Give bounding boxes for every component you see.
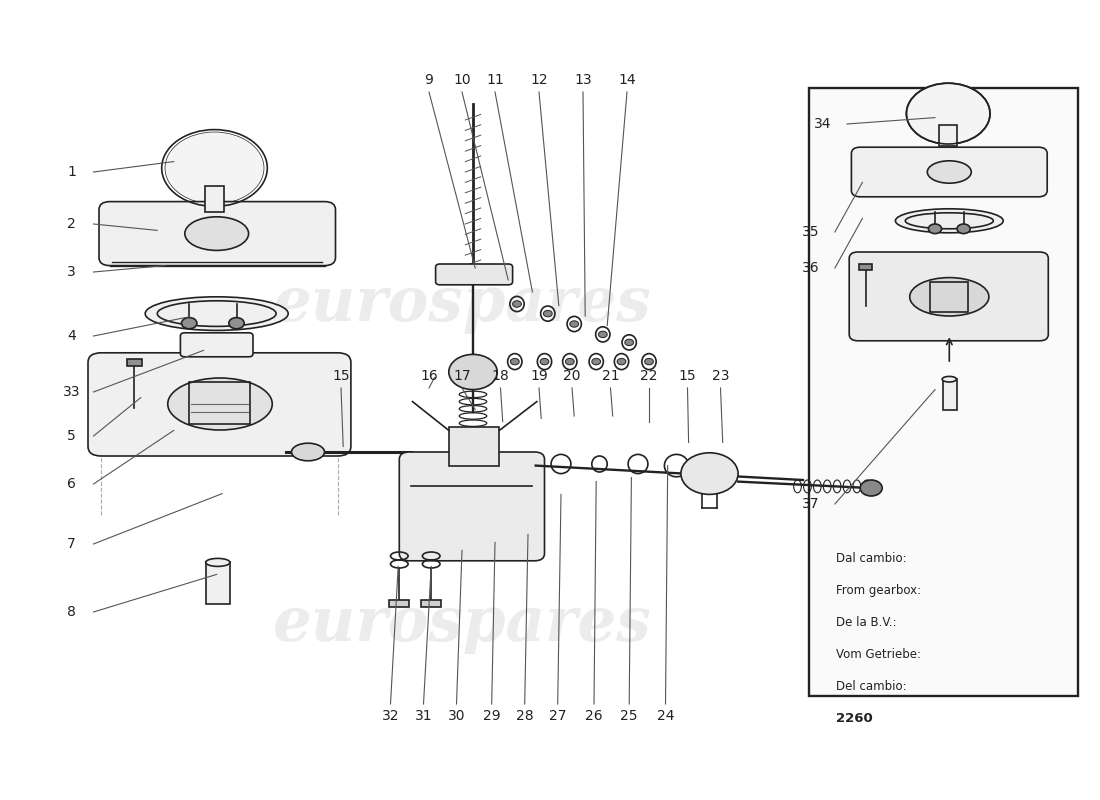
Circle shape: [570, 321, 579, 327]
Text: 33: 33: [63, 385, 80, 399]
Circle shape: [449, 354, 497, 390]
Text: 15: 15: [679, 369, 696, 383]
Ellipse shape: [942, 376, 956, 382]
Text: 36: 36: [802, 261, 820, 275]
Ellipse shape: [927, 161, 971, 183]
Circle shape: [229, 318, 244, 329]
Bar: [939, 125, 957, 146]
Text: 29: 29: [483, 709, 500, 723]
Text: 11: 11: [486, 73, 504, 87]
Text: 25: 25: [620, 709, 638, 723]
Text: 10: 10: [453, 73, 471, 87]
FancyBboxPatch shape: [436, 264, 513, 285]
Bar: [449, 427, 499, 466]
Text: 8: 8: [67, 605, 76, 619]
Ellipse shape: [167, 378, 273, 430]
Bar: [206, 562, 230, 604]
Bar: [930, 282, 968, 312]
Bar: [126, 359, 142, 366]
Text: 17: 17: [453, 369, 471, 383]
Bar: [859, 264, 872, 270]
Text: 14: 14: [618, 73, 636, 87]
Circle shape: [513, 301, 521, 307]
Bar: [189, 382, 250, 424]
Text: Del cambio:: Del cambio:: [836, 680, 906, 693]
Ellipse shape: [145, 297, 288, 330]
Circle shape: [681, 453, 738, 494]
Bar: [808, 88, 1078, 696]
Text: 6: 6: [67, 477, 76, 491]
Text: De la B.V.:: De la B.V.:: [836, 616, 896, 629]
Text: eurospares: eurospares: [273, 274, 651, 334]
Bar: [943, 379, 957, 410]
Circle shape: [860, 480, 882, 496]
Text: 23: 23: [712, 369, 729, 383]
Text: 12: 12: [530, 73, 548, 87]
Circle shape: [957, 224, 970, 234]
FancyBboxPatch shape: [88, 353, 351, 456]
FancyBboxPatch shape: [399, 452, 544, 561]
Text: 1: 1: [67, 165, 76, 179]
Text: 5: 5: [67, 429, 76, 443]
Text: 32: 32: [382, 709, 399, 723]
Text: From gearbox:: From gearbox:: [836, 584, 921, 597]
FancyBboxPatch shape: [851, 147, 1047, 197]
Text: Dal cambio:: Dal cambio:: [836, 552, 906, 565]
Text: 37: 37: [802, 497, 820, 511]
Text: 3: 3: [67, 265, 76, 279]
Ellipse shape: [206, 558, 230, 566]
Ellipse shape: [292, 443, 324, 461]
Text: 28: 28: [516, 709, 534, 723]
Text: 9: 9: [425, 73, 433, 87]
Circle shape: [645, 358, 653, 365]
FancyBboxPatch shape: [180, 333, 253, 357]
FancyBboxPatch shape: [849, 252, 1048, 341]
Bar: [421, 600, 441, 607]
Text: 26: 26: [585, 709, 603, 723]
Ellipse shape: [910, 278, 989, 316]
Text: 15: 15: [332, 369, 350, 383]
Text: 30: 30: [448, 709, 465, 723]
Circle shape: [592, 358, 601, 365]
Text: 4: 4: [67, 329, 76, 343]
Circle shape: [625, 339, 634, 346]
Text: 2: 2: [67, 217, 76, 231]
Ellipse shape: [895, 209, 1003, 233]
Circle shape: [928, 224, 942, 234]
Circle shape: [617, 358, 626, 365]
Text: 19: 19: [530, 369, 548, 383]
Bar: [389, 600, 409, 607]
Text: 35: 35: [802, 225, 820, 239]
Text: 22: 22: [640, 369, 658, 383]
Bar: [205, 186, 224, 212]
Text: 2260: 2260: [836, 712, 872, 725]
Text: 13: 13: [574, 73, 592, 87]
Circle shape: [598, 331, 607, 338]
Circle shape: [906, 83, 990, 144]
Text: 27: 27: [549, 709, 566, 723]
Circle shape: [165, 132, 264, 204]
Circle shape: [540, 358, 549, 365]
Text: 34: 34: [814, 117, 832, 131]
Text: 16: 16: [420, 369, 438, 383]
Text: 24: 24: [657, 709, 674, 723]
Text: 31: 31: [415, 709, 432, 723]
Circle shape: [510, 358, 519, 365]
Circle shape: [565, 358, 574, 365]
Text: eurospares: eurospares: [273, 594, 651, 654]
Text: 18: 18: [492, 369, 509, 383]
Ellipse shape: [185, 217, 249, 250]
Text: 21: 21: [602, 369, 619, 383]
Circle shape: [182, 318, 197, 329]
Text: Vom Getriebe:: Vom Getriebe:: [836, 648, 921, 661]
Text: 7: 7: [67, 537, 76, 551]
Text: 20: 20: [563, 369, 581, 383]
Circle shape: [543, 310, 552, 317]
FancyBboxPatch shape: [99, 202, 336, 266]
